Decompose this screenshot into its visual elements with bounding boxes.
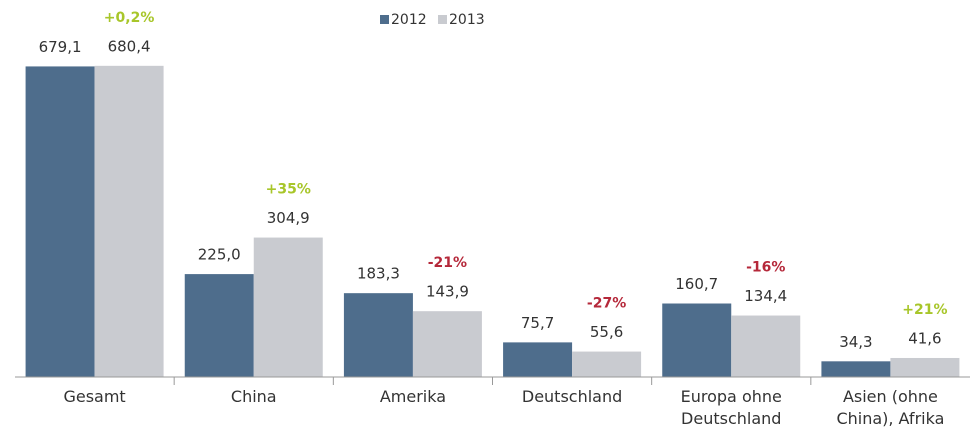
bar: [731, 315, 801, 377]
legend-label: 2013: [449, 12, 485, 28]
value-label: 134,4: [744, 287, 787, 305]
bar: [821, 361, 891, 377]
x-tick-label: Gesamt: [63, 387, 125, 406]
x-tick-label-line: Europa ohne: [681, 387, 782, 406]
value-label: 75,7: [521, 314, 554, 332]
change-annotation: +0,2%: [104, 10, 155, 26]
value-label: 160,7: [675, 275, 718, 293]
bar: [662, 303, 732, 377]
x-tick-label-line: Deutschland: [522, 387, 622, 406]
change-annotation: +35%: [266, 182, 311, 198]
x-tick-label-line: China), Afrika: [836, 409, 944, 428]
x-tick-label: Asien (ohne China), Afrika: [836, 387, 944, 428]
change-annotation: +21%: [902, 302, 947, 318]
value-label: 225,0: [198, 246, 241, 264]
legend-label: 2012: [391, 12, 427, 28]
legend-swatch: [380, 15, 389, 24]
legend-swatch: [438, 15, 447, 24]
x-tick-label-line: Amerika: [380, 387, 446, 406]
bar: [572, 351, 642, 377]
change-annotation: -27%: [587, 296, 626, 312]
change-annotation: -16%: [746, 260, 785, 276]
x-tick-label: China: [231, 387, 277, 406]
bar: [343, 293, 413, 377]
value-label: 55,6: [590, 323, 623, 341]
value-label: 183,3: [357, 265, 400, 283]
bar: [412, 311, 482, 377]
x-tick-label: Europa ohne Deutschland: [681, 387, 782, 428]
x-tick-label-line: Gesamt: [63, 387, 125, 406]
value-label: 41,6: [908, 329, 941, 347]
value-label: 304,9: [267, 209, 310, 227]
bar: [890, 357, 960, 377]
x-tick-label-line: Asien (ohne: [843, 387, 938, 406]
value-label: 679,1: [39, 38, 82, 56]
bar: [184, 274, 254, 377]
x-tick-label: Deutschland: [522, 387, 622, 406]
value-label: 34,3: [839, 333, 872, 351]
value-label: 143,9: [426, 283, 469, 301]
x-tick-label-line: China: [231, 387, 277, 406]
bar: [94, 65, 164, 378]
change-annotation: -21%: [428, 255, 467, 271]
x-tick-label: Amerika: [380, 387, 446, 406]
bar: [253, 237, 323, 377]
value-label: 680,4: [108, 37, 151, 55]
bar: [25, 66, 95, 378]
bar: [503, 342, 573, 377]
x-tick-label-line: Deutschland: [681, 409, 781, 428]
